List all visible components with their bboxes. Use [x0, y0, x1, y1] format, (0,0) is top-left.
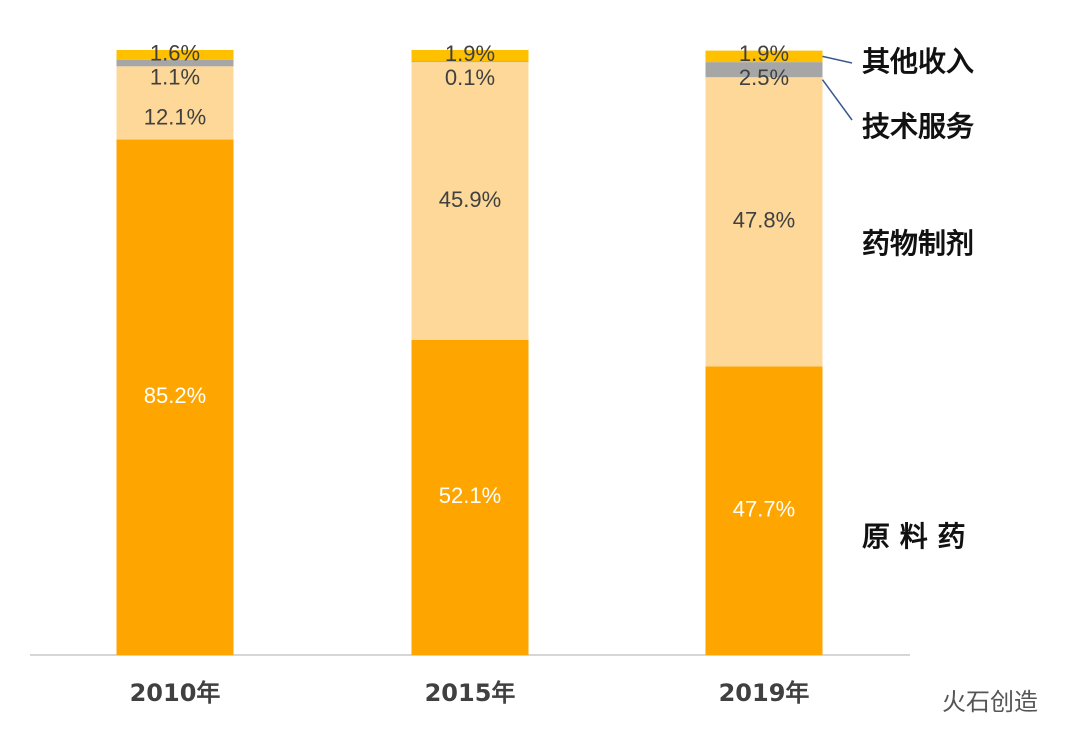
bar-segment	[116, 66, 234, 140]
bar-segment	[116, 139, 234, 656]
bar-segment	[116, 50, 234, 60]
bar-segment	[705, 366, 823, 655]
value-label: 2.5%	[739, 65, 789, 90]
value-label: 85.2%	[144, 383, 206, 408]
leader-line	[821, 79, 853, 121]
value-label: 12.1%	[144, 105, 206, 130]
bar-segment	[116, 59, 234, 67]
legend-label: 原 料 药	[862, 520, 966, 553]
value-label: 1.9%	[445, 41, 495, 66]
value-label: 0.1%	[445, 65, 495, 90]
value-label: 1.6%	[150, 41, 200, 66]
x-tick-label: 2010年	[130, 679, 221, 707]
x-tick-label: 2015年	[425, 679, 516, 707]
bar-segment	[411, 62, 529, 340]
bar-segment	[705, 50, 823, 63]
legend-label: 其他收入	[862, 45, 974, 78]
bar-segment	[705, 62, 823, 78]
value-label: 1.9%	[739, 41, 789, 66]
value-label: 47.7%	[733, 497, 795, 522]
bar-segment	[411, 50, 529, 62]
x-tick-label: 2019年	[719, 679, 810, 707]
value-label: 1.1%	[150, 65, 200, 90]
value-label: 52.1%	[439, 483, 501, 508]
watermark: 火石创造	[942, 688, 1038, 716]
legend-label: 技术服务	[862, 110, 974, 143]
value-label: 45.9%	[439, 187, 501, 212]
leader-line	[822, 55, 853, 64]
bar-segment	[411, 61, 529, 63]
value-label: 47.8%	[733, 208, 795, 233]
bar-segment	[705, 77, 823, 367]
bar-segment	[411, 339, 529, 655]
legend-label: 药物制剂	[862, 227, 974, 260]
